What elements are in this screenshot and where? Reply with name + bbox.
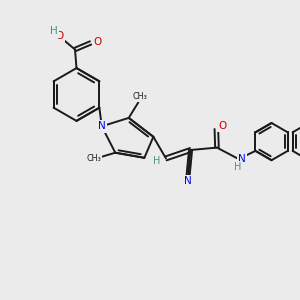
Text: N: N <box>184 176 192 186</box>
Text: CH₃: CH₃ <box>132 92 147 101</box>
Text: H: H <box>234 162 242 172</box>
Text: N: N <box>98 121 106 131</box>
Text: H: H <box>153 156 160 166</box>
Text: N: N <box>238 154 246 164</box>
Text: H: H <box>50 26 58 37</box>
Text: CH₃: CH₃ <box>86 154 101 163</box>
Text: O: O <box>56 31 64 41</box>
Text: O: O <box>218 121 226 131</box>
Text: O: O <box>93 37 101 47</box>
